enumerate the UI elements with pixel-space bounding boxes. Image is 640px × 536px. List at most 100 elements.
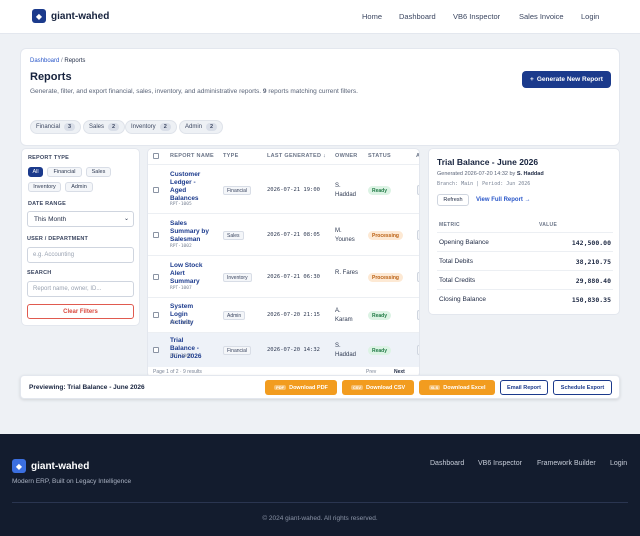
- chip-sales[interactable]: Sales 2: [83, 120, 126, 134]
- chip-inventory[interactable]: Inventory 2: [125, 120, 177, 134]
- row-action-button[interactable]: [417, 230, 419, 240]
- col-type[interactable]: TYPE: [223, 153, 239, 159]
- footer-logo[interactable]: ◆ giant-wahed: [12, 459, 89, 473]
- csv-icon: CSV: [350, 385, 364, 390]
- generated-date: 2026-07-21 08:05: [267, 232, 320, 238]
- filter-type-admin[interactable]: Admin: [65, 182, 93, 192]
- search-label: SEARCH: [27, 270, 52, 276]
- subtitle-text-end: reports matching current filters.: [268, 88, 358, 95]
- nav-sales-invoice[interactable]: Sales Invoice: [519, 12, 564, 21]
- col-owner[interactable]: OWNER: [335, 153, 358, 159]
- nav-vb6-inspector[interactable]: VB6 Inspector: [453, 12, 501, 21]
- metric-name: Opening Balance: [439, 239, 489, 246]
- export-toolbar: Previewing: Trial Balance - June 2026 PD…: [20, 375, 620, 399]
- download-excel-label: Download Excel: [443, 384, 486, 391]
- preview-generated: Generated 2026-07-20 14:32 by S. Haddad: [437, 171, 544, 177]
- footer-divider: [12, 502, 628, 503]
- user-department-input[interactable]: e.g. Accounting: [27, 247, 134, 263]
- date-range-select[interactable]: This Month ⌄: [27, 211, 134, 227]
- table-row[interactable]: Sales Summary by Salesman RPT-1002 Sales…: [148, 213, 419, 255]
- row-checkbox[interactable]: [153, 347, 159, 353]
- table-row[interactable]: Customer Ledger - Aged Balances RPT-1005…: [148, 164, 419, 213]
- chevron-down-icon: ⌄: [123, 216, 129, 222]
- row-checkbox[interactable]: [153, 187, 159, 193]
- metric-name: Closing Balance: [439, 296, 486, 303]
- row-action-button[interactable]: [417, 310, 419, 320]
- report-name-link[interactable]: System Login Activity: [170, 303, 194, 326]
- chip-count: 3: [64, 123, 76, 131]
- generate-report-button[interactable]: + Generate New Report: [522, 71, 611, 88]
- filter-type-financial[interactable]: Financial: [47, 167, 82, 177]
- footer-tagline: Modern ERP, Built on Legacy Intelligence: [12, 478, 132, 485]
- report-name-link[interactable]: Low Stock Alert Summary: [170, 262, 203, 285]
- previewing-label: Previewing: Trial Balance - June 2026: [29, 384, 145, 391]
- user-department-label: USER / DEPARTMENT: [27, 236, 89, 242]
- refresh-button[interactable]: Refresh: [437, 194, 469, 206]
- subtitle-text: Generate, filter, and export financial, …: [30, 88, 262, 95]
- brand-logo[interactable]: ◆ giant-wahed: [32, 9, 109, 23]
- view-full-report-link[interactable]: View Full Report →: [476, 197, 531, 203]
- plus-icon: +: [530, 76, 534, 83]
- metric-row: Total Debits 38,210.75: [437, 251, 613, 270]
- download-pdf-label: Download PDF: [289, 384, 328, 391]
- download-pdf-button[interactable]: PDF Download PDF: [265, 380, 337, 395]
- footer-copyright: © 2024 giant-wahed. All rights reserved.: [262, 515, 378, 522]
- chip-label: Inventory: [131, 124, 156, 130]
- report-id: RPT-1007: [170, 286, 192, 291]
- download-csv-label: Download CSV: [366, 384, 406, 391]
- email-report-button[interactable]: Email Report: [500, 380, 548, 395]
- status-badge: Ready: [368, 311, 392, 320]
- table-row[interactable]: Low Stock Alert Summary RPT-1007 Invento…: [148, 255, 419, 297]
- owner: S. Haddad: [335, 343, 357, 358]
- report-name-link[interactable]: Sales Summary by Salesman: [170, 220, 210, 243]
- table-row-selected[interactable]: Trial Balance - June 2026 RPT-1001 Finan…: [148, 332, 419, 367]
- report-name-link[interactable]: Trial Balance - June 2026: [170, 337, 202, 360]
- nav-dashboard[interactable]: Dashboard: [399, 12, 436, 21]
- report-id: RPT-1005: [170, 202, 192, 207]
- reports-header-card: Dashboard / Reports Reports Generate, fi…: [20, 48, 620, 146]
- row-checkbox[interactable]: [153, 232, 159, 238]
- type-badge: Inventory: [223, 273, 252, 282]
- next-page-button[interactable]: Next: [394, 369, 405, 375]
- status-badge: Processing: [368, 273, 403, 282]
- row-checkbox[interactable]: [153, 312, 159, 318]
- row-action-button[interactable]: [417, 272, 419, 282]
- download-csv-button[interactable]: CSV Download CSV: [342, 380, 414, 395]
- filter-type-all[interactable]: All: [28, 167, 43, 177]
- type-badge: Financial: [223, 346, 252, 355]
- owner: M. Younes: [335, 228, 355, 243]
- search-input[interactable]: Report name, owner, ID...: [27, 281, 134, 297]
- row-checkbox[interactable]: [153, 274, 159, 280]
- row-action-button[interactable]: [417, 345, 419, 355]
- chip-financial[interactable]: Financial 3: [30, 120, 82, 134]
- chip-label: Admin: [185, 124, 203, 130]
- row-action-button[interactable]: [417, 185, 419, 195]
- col-status[interactable]: STATUS: [368, 153, 391, 159]
- prev-page-button[interactable]: Prev: [366, 369, 377, 375]
- col-value: VALUE: [539, 222, 558, 228]
- top-navbar: ◆ giant-wahed Home Dashboard VB6 Inspect…: [0, 0, 640, 34]
- breadcrumb-dashboard[interactable]: Dashboard: [30, 58, 60, 64]
- nav-login[interactable]: Login: [581, 12, 600, 21]
- footer-nav-framework-builder[interactable]: Framework Builder: [537, 460, 596, 467]
- footer-nav-login[interactable]: Login: [610, 460, 628, 467]
- filter-type-inventory[interactable]: Inventory: [28, 182, 61, 192]
- chip-admin[interactable]: Admin 2: [179, 120, 224, 134]
- clear-filters-button[interactable]: Clear Filters: [27, 304, 134, 319]
- schedule-export-button[interactable]: Schedule Export: [553, 380, 612, 395]
- select-all-checkbox[interactable]: [153, 153, 159, 159]
- footer-nav-dashboard[interactable]: Dashboard: [430, 460, 465, 467]
- col-last-generated[interactable]: LAST GENERATED ↓: [267, 153, 327, 159]
- report-id: RPT-1008: [170, 321, 192, 326]
- pdf-icon: PDF: [274, 385, 287, 390]
- table-row[interactable]: System Login Activity RPT-1008 Admin 202…: [148, 297, 419, 332]
- metric-row: Closing Balance 150,830.35: [437, 289, 613, 308]
- generated-by: S. Haddad: [516, 171, 544, 177]
- report-name-link[interactable]: Customer Ledger - Aged Balances: [170, 171, 201, 202]
- filter-type-sales[interactable]: Sales: [86, 167, 111, 177]
- generated-date: 2026-07-21 06:30: [267, 274, 320, 280]
- col-report-name[interactable]: REPORT NAME: [170, 153, 214, 159]
- download-excel-button[interactable]: XLS Download Excel: [419, 380, 495, 395]
- nav-home[interactable]: Home: [362, 12, 383, 21]
- footer-nav-vb6-inspector[interactable]: VB6 Inspector: [478, 460, 522, 467]
